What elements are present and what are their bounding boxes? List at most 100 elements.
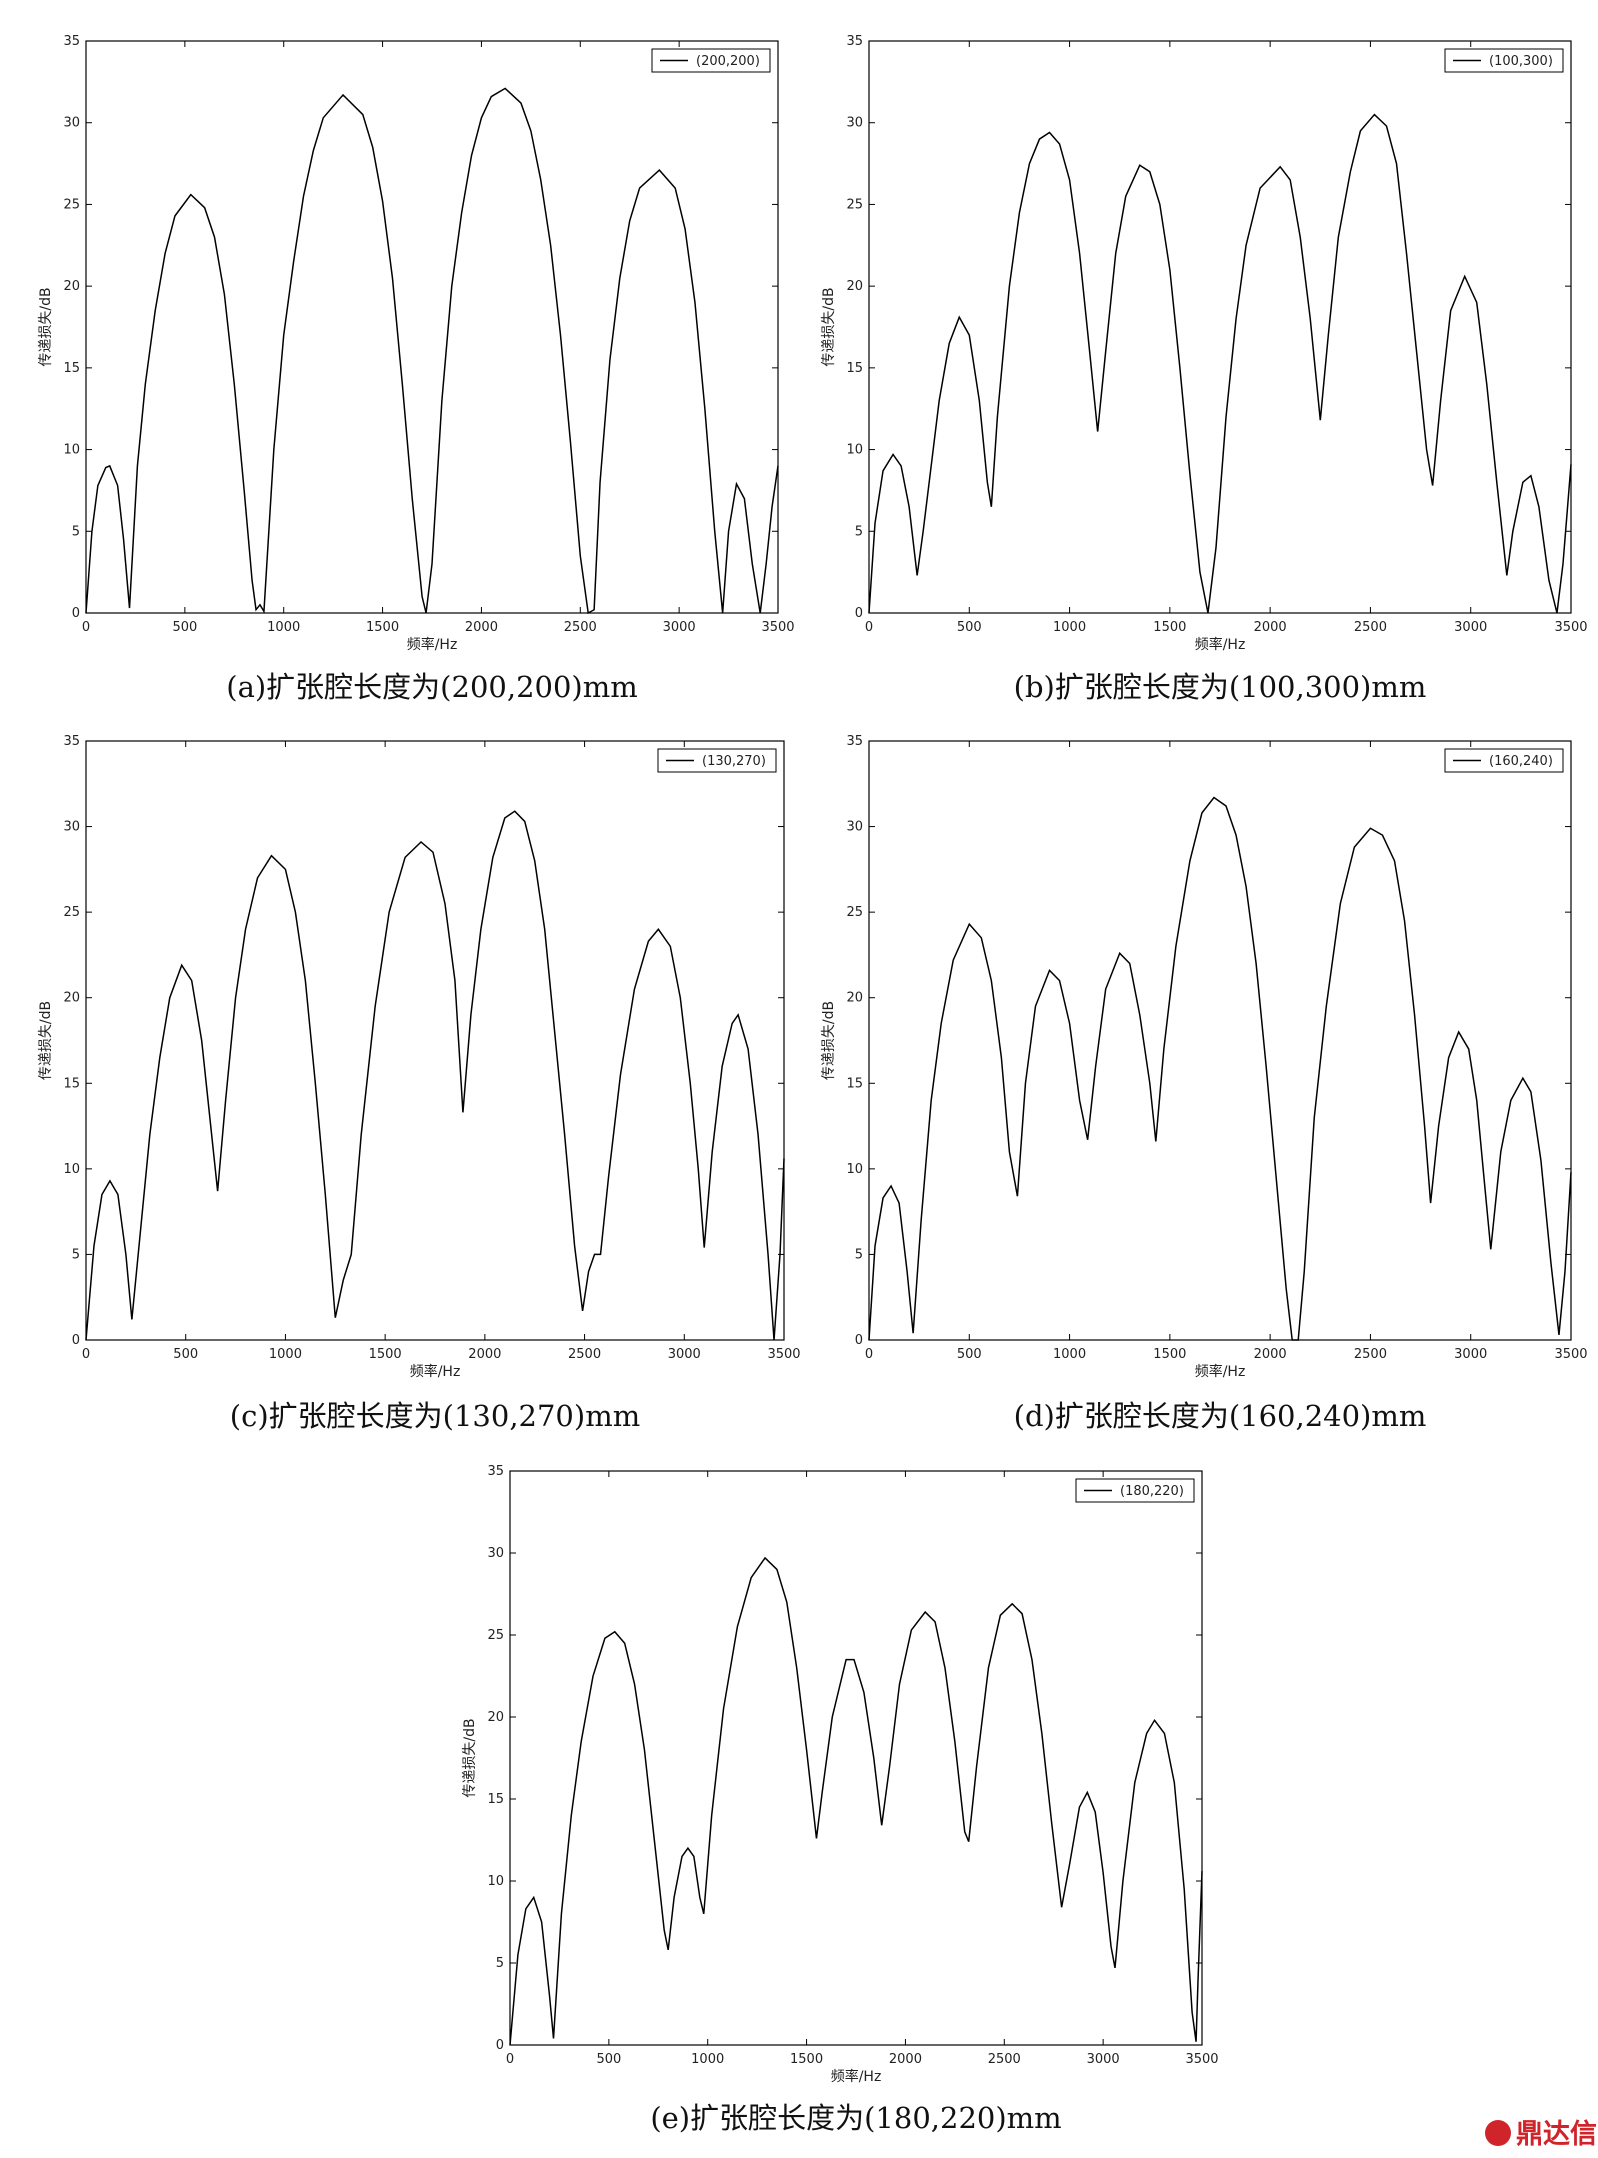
y-tick-label: 30 [63,820,80,835]
caption: (e)扩张腔长度为(180,220)mm [650,2101,1061,2135]
y-tick-label: 35 [846,34,863,49]
y-tick-label: 25 [63,197,80,212]
y-tick-label: 30 [487,1546,504,1561]
x-tick-label: 0 [865,1347,873,1362]
x-tick-label: 2000 [889,2052,922,2067]
legend-box [1444,48,1564,73]
x-tick-label: 500 [957,620,982,635]
x-tick-label: 2500 [564,620,597,635]
y-tick-label: 10 [487,1874,504,1889]
series-line [509,1556,1203,2046]
x-tick-label: 1000 [691,2052,724,2067]
y-tick-label: 25 [487,1628,504,1643]
x-tick-label: 2500 [1354,1347,1387,1362]
x-tick-label: 0 [506,2052,514,2067]
y-tick-label: 30 [846,116,863,131]
x-tick-label: 2000 [1254,620,1287,635]
x-tick-label: 3500 [1554,1347,1587,1362]
x-axis-label: 频率/Hz [410,1363,461,1380]
legend-box [1444,748,1564,773]
y-tick-label: 15 [63,1076,80,1091]
x-axis-label: 频率/Hz [1195,636,1246,653]
y-tick-label: 35 [846,734,863,749]
x-tick-label: 2000 [468,1347,501,1362]
x-tick-label: 2000 [465,620,498,635]
y-tick-label: 20 [63,279,80,294]
x-tick-label: 3500 [761,620,794,635]
y-axis-label: 传递损失/dB [821,1001,837,1080]
y-tick-label: 20 [63,991,80,1006]
y-axis-label: 传递损失/dB [462,1718,478,1797]
y-tick-label: 0 [72,1333,80,1348]
y-axis-label: 传递损失/dB [821,287,837,366]
x-tick-label: 1500 [369,1347,402,1362]
y-tick-label: 10 [846,443,863,458]
legend-label: (130,270) [702,754,766,769]
x-tick-label: 1000 [1053,620,1086,635]
x-tick-label: 3000 [668,1347,701,1362]
x-tick-label: 1500 [1153,1347,1186,1362]
x-tick-label: 2500 [568,1347,601,1362]
x-tick-label: 3000 [1454,620,1487,635]
x-tick-label: 500 [173,1347,198,1362]
y-tick-label: 5 [855,1247,863,1262]
y-tick-label: 25 [846,905,863,920]
x-axis-label: 频率/Hz [407,636,458,653]
y-tick-label: 5 [72,1247,80,1262]
x-axis-label: 频率/Hz [1195,1363,1246,1380]
x-tick-label: 3000 [1454,1347,1487,1362]
x-tick-label: 2500 [1354,620,1387,635]
y-tick-label: 35 [63,34,80,49]
y-tick-label: 15 [63,361,80,376]
x-tick-label: 500 [596,2052,621,2067]
x-axis-label: 频率/Hz [831,2068,882,2085]
x-tick-label: 0 [82,1347,90,1362]
y-tick-label: 10 [846,1162,863,1177]
y-tick-label: 5 [72,524,80,539]
x-tick-label: 1500 [366,620,399,635]
legend-label: (200,200) [696,54,760,69]
y-tick-label: 10 [63,1162,80,1177]
y-tick-label: 0 [855,606,863,621]
legend-label: (160,240) [1489,754,1553,769]
x-tick-label: 500 [957,1347,982,1362]
plot-frame [509,1470,1203,2046]
x-tick-label: 3000 [1087,2052,1120,2067]
x-tick-label: 1500 [1153,620,1186,635]
y-tick-label: 15 [846,1076,863,1091]
y-tick-label: 25 [63,905,80,920]
x-tick-label: 3500 [1554,620,1587,635]
x-tick-label: 2000 [1254,1347,1287,1362]
x-tick-label: 0 [865,620,873,635]
plot-frame [868,740,1572,1341]
caption: (a)扩张腔长度为(200,200)mm [226,670,637,704]
y-tick-label: 35 [63,734,80,749]
plot-frame [85,40,779,614]
y-tick-label: 10 [63,443,80,458]
y-tick-label: 35 [487,1464,504,1479]
y-tick-label: 25 [846,197,863,212]
x-tick-label: 1000 [267,620,300,635]
series-line [868,113,1572,614]
y-tick-label: 20 [487,1710,504,1725]
x-tick-label: 2500 [988,2052,1021,2067]
y-tick-label: 30 [63,116,80,131]
x-tick-label: 0 [82,620,90,635]
legend-label: (100,300) [1489,54,1553,69]
y-tick-label: 5 [496,1956,504,1971]
x-tick-label: 500 [172,620,197,635]
watermark: 鼎达信 [1516,2119,1597,2150]
plot-frame [868,40,1572,614]
x-tick-label: 3000 [663,620,696,635]
y-tick-label: 30 [846,820,863,835]
y-tick-label: 0 [72,606,80,621]
y-tick-label: 15 [487,1792,504,1807]
y-axis-label: 传递损失/dB [38,287,54,366]
y-tick-label: 15 [846,361,863,376]
plot-frame [85,740,785,1341]
x-tick-label: 1000 [1053,1347,1086,1362]
y-tick-label: 20 [846,991,863,1006]
x-tick-label: 1000 [269,1347,302,1362]
legend-box [651,48,771,73]
